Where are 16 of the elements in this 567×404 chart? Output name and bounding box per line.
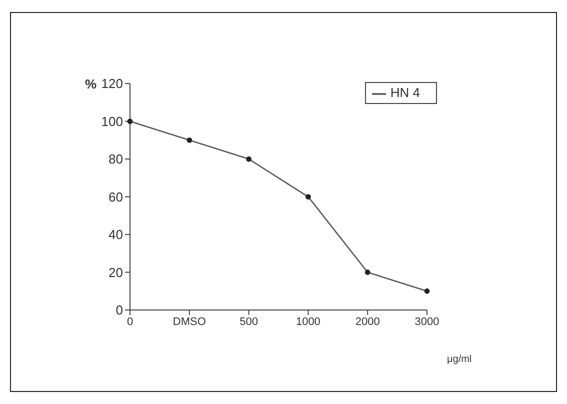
x-tick-label: 1000 — [296, 316, 320, 328]
y-tick-label: 60 — [108, 189, 123, 204]
x-tick-label: 500 — [240, 316, 258, 328]
y-axis-title: % — [85, 76, 97, 92]
y-tick-label: 100 — [101, 114, 123, 129]
x-axis-title: μg/ml — [447, 354, 472, 365]
y-tick-label: 80 — [108, 152, 123, 167]
y-tick-label: 120 — [101, 76, 123, 92]
x-tick-label: DMSO — [172, 316, 206, 328]
x-tick-label: 3000 — [414, 316, 440, 328]
legend-label: HN 4 — [390, 85, 420, 100]
y-tick-label: 0 — [116, 302, 123, 318]
y-tick-label: 40 — [108, 227, 123, 242]
x-tick-label: 0 — [126, 316, 134, 328]
y-tick-label: 20 — [108, 264, 123, 280]
x-tick-label: 2000 — [355, 316, 380, 328]
